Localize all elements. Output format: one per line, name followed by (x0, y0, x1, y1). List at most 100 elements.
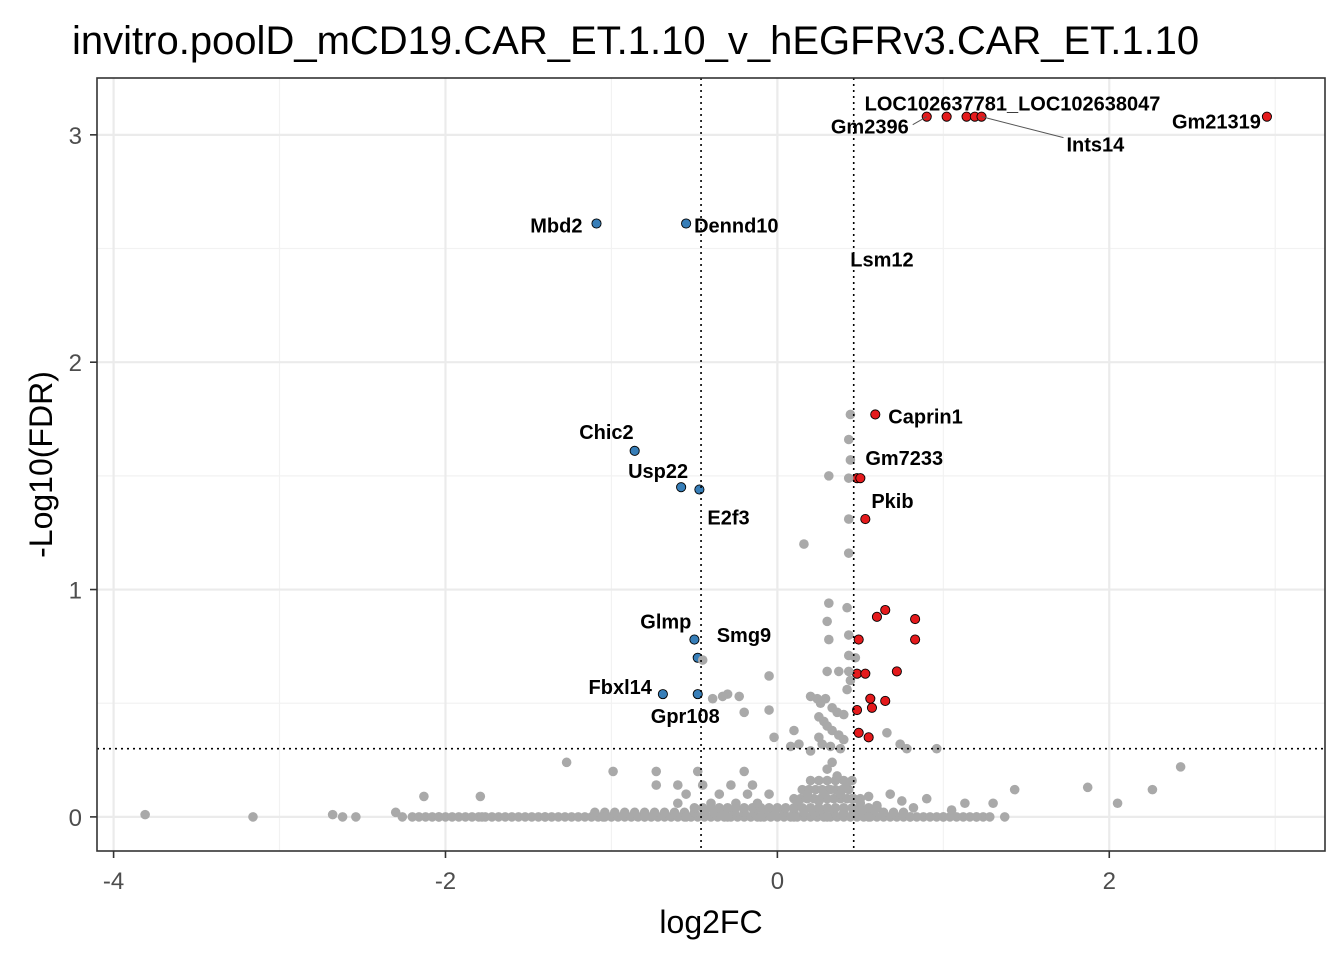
ns-point (742, 789, 753, 799)
up-point (860, 514, 871, 525)
ns-point (414, 812, 424, 822)
ns-point (669, 807, 680, 818)
ns-point (908, 803, 919, 813)
down-point (689, 634, 700, 645)
ns-point (697, 655, 708, 665)
ns-point (925, 812, 935, 822)
ns-point (805, 803, 816, 813)
ns-point (493, 812, 504, 822)
ns-point (726, 780, 736, 790)
ns-point (843, 666, 854, 677)
up-point (941, 111, 952, 122)
ns-point (805, 746, 816, 756)
ns-point (988, 798, 998, 809)
gene-label: Gm2396 (831, 117, 909, 139)
down-point (629, 445, 640, 456)
down-point (591, 218, 602, 229)
ns-point (722, 812, 733, 822)
ns-point (931, 812, 942, 822)
chart-title: invitro.poolD_mCD19.CAR_ET.1.10_v_hEGFRv… (72, 19, 1199, 63)
ns-point (845, 675, 856, 686)
ns-point (838, 803, 849, 813)
ns-point (817, 739, 827, 749)
ns-point (792, 796, 803, 806)
ns-point (580, 812, 590, 822)
ns-point (965, 812, 975, 822)
up-point (855, 473, 866, 484)
ns-point (434, 812, 444, 822)
ns-point (619, 807, 630, 818)
ns-point (921, 793, 932, 804)
ns-point (958, 812, 969, 822)
ns-point (794, 739, 804, 749)
ns-point (447, 812, 457, 822)
ns-point (842, 684, 852, 695)
gene-label: Mbd2 (530, 216, 582, 238)
ns-point (845, 409, 856, 420)
ns-point (905, 812, 915, 822)
y-axis-title: -Log10(FDR) (23, 371, 59, 558)
up-point (910, 634, 921, 645)
ns-point (573, 812, 584, 822)
x-tick-label: -4 (103, 868, 124, 895)
ns-point (822, 775, 832, 786)
gene-label: Gm21319 (1172, 112, 1261, 134)
ns-point (888, 807, 899, 818)
ns-point (842, 602, 852, 613)
ns-point (609, 807, 620, 818)
ns-point (855, 798, 866, 809)
ns-point (897, 796, 907, 806)
ns-point (822, 812, 832, 822)
ns-point (639, 812, 650, 822)
ns-point (999, 812, 1010, 822)
ns-point (814, 803, 824, 813)
ns-point (140, 809, 150, 820)
up-point (851, 704, 863, 716)
ns-point (649, 807, 660, 818)
gene-label: LOC102637781_LOC102638047 (865, 94, 1161, 116)
ns-point (882, 727, 892, 738)
ns-point (546, 812, 557, 822)
ns-point (814, 775, 824, 786)
ns-point (843, 473, 854, 483)
ns-point (822, 803, 832, 813)
ns-point (814, 796, 824, 806)
ns-point (475, 791, 486, 802)
ns-point (938, 812, 949, 822)
ns-point (822, 616, 832, 627)
ns-point (460, 812, 471, 822)
ns-point (520, 812, 530, 822)
ns-point (560, 812, 570, 822)
gene-label: Dennd10 (694, 216, 778, 238)
ns-point (863, 791, 874, 802)
ns-point (533, 812, 544, 822)
ns-point (822, 666, 832, 677)
x-axis-title: log2FC (659, 904, 762, 940)
up-point (891, 666, 902, 677)
ns-point (566, 812, 577, 822)
up-point (865, 693, 876, 704)
ns-point (739, 707, 749, 718)
ns-point (651, 780, 662, 790)
ns-point (824, 634, 834, 645)
ns-point (513, 812, 524, 822)
ns-point (731, 798, 741, 809)
ns-point (863, 812, 874, 822)
ns-point (843, 548, 854, 558)
ns-point (467, 812, 477, 822)
ns-point (819, 789, 829, 799)
ns-point (842, 777, 852, 788)
ns-point (772, 803, 783, 813)
ns-point (697, 780, 708, 790)
ns-point (1009, 784, 1020, 795)
y-tick-label: 1 (69, 578, 82, 605)
up-point (880, 695, 891, 706)
gene-label: Fbxl14 (589, 677, 653, 699)
ns-point (673, 798, 683, 809)
ns-point (847, 793, 857, 804)
ns-point (659, 807, 670, 818)
gene-label: Smg9 (717, 625, 771, 647)
label-leader-line (981, 116, 1064, 139)
gene-label: Lsm12 (850, 250, 913, 272)
x-tick-label: 2 (1103, 868, 1116, 895)
